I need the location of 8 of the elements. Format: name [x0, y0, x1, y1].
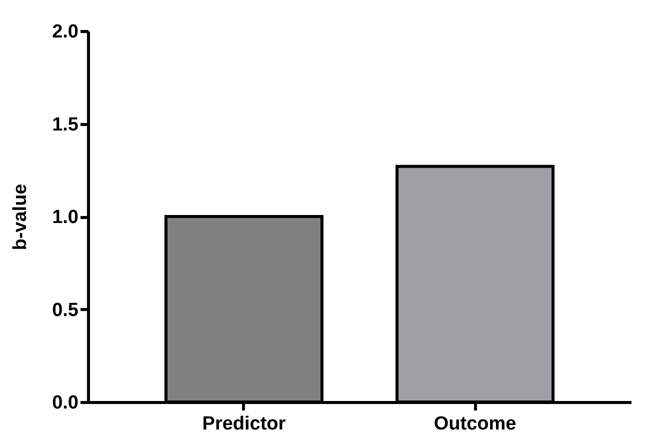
y-axis-title: b-value — [10, 184, 32, 250]
y-tick-label: 0.5 — [52, 300, 79, 321]
x-tick-label: Predictor — [202, 414, 286, 434]
y-tick-label: 1.5 — [52, 114, 79, 136]
y-tick-label: 1.0 — [52, 207, 78, 228]
x-tick-label: Outcome — [434, 414, 516, 434]
y-tick-label: 0.0 — [52, 392, 78, 414]
y-tick-label: 2.0 — [52, 22, 78, 42]
